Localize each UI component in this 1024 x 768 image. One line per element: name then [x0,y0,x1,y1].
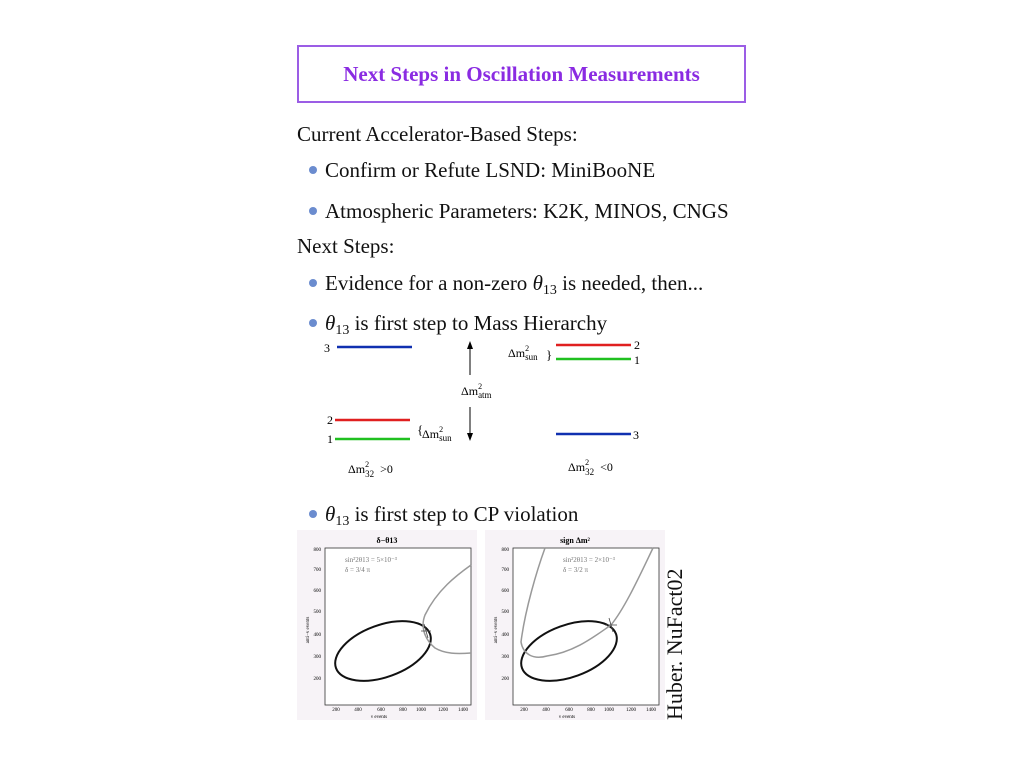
normal-delta-sun: Δm2 sun [422,425,452,443]
y-ticks: 800 700 600 500 400 300 200 [314,548,322,682]
best-fit-marker [421,623,431,639]
current-heading: Current Accelerator-Based Steps: [297,122,578,146]
x-tick: 1400 [458,708,469,713]
plot-title: δ−θ13 [377,536,398,545]
x-tick: 1400 [646,708,657,713]
bullet-cp: θ13 is first step to CP violation [309,502,578,530]
x-ticks: 200 400 600 800 1000 1200 1400 [520,708,656,713]
bullet-lsnd: Confirm or Refute LSND: MiniBooNE [309,158,655,183]
x-tick: 600 [565,708,573,713]
normal-hierarchy-label: Δm2 32 >0 [348,460,393,479]
plot-legend-1: sin²2θ13 = 2×10⁻³ [563,556,615,564]
x-tick: 800 [399,708,407,713]
plot-legend-2: δ = 3/4 π [345,566,370,574]
plot-delta-theta13: δ−θ13 sin²2θ13 = 5×10⁻³ δ = 3/4 π 800 70… [297,530,477,720]
credit-text: Huber. NuFact02 [662,568,687,720]
evidence-post: is needed, then... [556,271,704,295]
y-tick: 800 [502,548,510,553]
theta-sub: 13 [335,323,350,338]
contour-curve [520,547,654,658]
plot-title: sign Δm² [560,536,590,545]
y-tick: 300 [502,655,510,660]
x-tick: 1200 [438,708,449,713]
bullet-mass: θ13 is first step to Mass Hierarchy [309,311,607,339]
plot-legend-1: sin²2θ13 = 5×10⁻³ [345,556,397,564]
y-tick: 700 [314,568,322,573]
x-tick: 1200 [626,708,637,713]
bullet-atm-text: Atmospheric Parameters: K2K, MINOS, CNGS [325,199,729,223]
x-tick: 200 [520,708,528,713]
delta-atm-label: Δm2 atm [461,382,492,400]
atm-arrow-up-head [467,341,473,349]
inverted-level-1-label: 1 [634,353,640,367]
x-axis-label: ν events [559,715,575,720]
normal-level-1-label: 1 [327,432,333,446]
inverted-sun-bracket: } [546,347,552,362]
x-tick: 800 [587,708,595,713]
bullet-dot [309,279,317,288]
bullet-dot [309,207,317,216]
theta-symbol: θ [532,271,543,295]
x-tick: 1000 [416,708,427,713]
y-tick: 400 [502,633,510,638]
evidence-pre: Evidence for a non-zero [325,271,533,295]
bullet-evidence: Evidence for a non-zero θ13 is needed, t… [309,271,703,299]
theta-symbol: θ [325,502,336,526]
x-axis-label: ν events [371,715,387,720]
y-tick: 700 [502,568,510,573]
theta-symbol: θ [325,311,336,335]
next-heading: Next Steps: [297,234,395,258]
best-fit-marker [605,617,617,633]
plot-sign-dm2: sign Δm² sin²2θ13 = 2×10⁻³ δ = 3/2 π 800… [485,530,665,720]
normal-sun-bracket: { [417,422,423,437]
y-tick: 600 [502,589,510,594]
y-tick: 300 [314,655,322,660]
x-tick: 400 [542,708,550,713]
theta-sub: 13 [542,283,557,298]
contour-ellipse [334,620,432,682]
y-tick: 500 [502,610,510,615]
slide-title: Next Steps in Oscillation Measurements [343,61,700,86]
y-ticks: 800 700 600 500 400 300 200 [502,548,510,682]
theta-sub: 13 [335,514,350,529]
x-tick: 200 [332,708,340,713]
contour-ellipse [520,620,618,682]
inverted-level-2-label: 2 [634,338,640,352]
y-tick: 400 [314,633,322,638]
slide-title-box: Next Steps in Oscillation Measurements [297,45,746,103]
mass-post: is first step to Mass Hierarchy [349,311,608,335]
bullet-dot [309,319,317,328]
credit-citation: Huber. NuFact02 [640,540,720,720]
normal-level-3-label: 3 [324,341,330,355]
y-tick: 200 [314,677,322,682]
y-tick: 500 [314,610,322,615]
cp-post: is first step to CP violation [349,502,579,526]
plot-legend-2: δ = 3/2 π [563,566,588,574]
normal-level-2-label: 2 [327,413,333,427]
y-tick: 600 [314,589,322,594]
x-tick: 1000 [604,708,615,713]
inverted-level-3-label: 3 [633,428,639,442]
y-tick: 200 [502,677,510,682]
y-axis-label: anti−ν events [494,617,499,644]
atm-arrow-down-head [467,433,473,441]
y-axis-label: anti−ν events [306,617,311,644]
bullet-dot [309,510,317,519]
x-tick: 400 [354,708,362,713]
bullet-dot [309,166,317,175]
inverted-delta-sun: Δm2 sun [508,344,538,362]
contour-curve [422,564,472,655]
bullet-atm: Atmospheric Parameters: K2K, MINOS, CNGS [309,199,729,224]
mass-hierarchy-diagram: 3 2 1 { Δm2 sun Δm2 32 >0 Δm2 atm Δm2 sun } 2… [324,338,640,479]
y-tick: 800 [314,548,322,553]
x-tick: 600 [377,708,385,713]
inverted-hierarchy-label: Δm2 32 <0 [568,458,613,477]
bullet-lsnd-text: Confirm or Refute LSND: MiniBooNE [325,158,656,182]
x-ticks: 200 400 600 800 1000 1200 1400 [332,708,468,713]
